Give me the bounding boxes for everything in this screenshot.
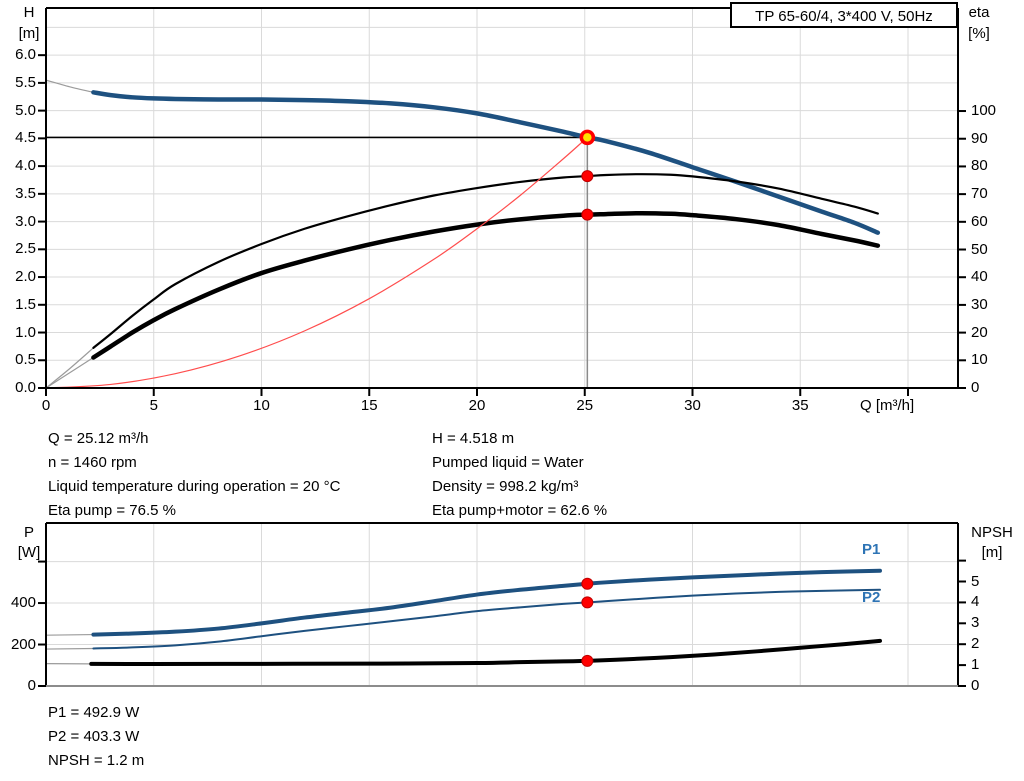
duty-point-marker [579, 129, 596, 146]
left-axis-tick-label: 3.5 [15, 184, 36, 202]
right-axis-tick-label: 10 [971, 351, 988, 369]
duty-info-right-line: Density = 998.2 kg/m³ [432, 478, 579, 495]
duty-dot-marker [581, 596, 594, 609]
duty-info-right-line: Pumped liquid = Water [432, 454, 584, 471]
eta-axis-unit: [%] [968, 25, 990, 42]
left-axis-tick-label: 5.0 [15, 101, 36, 119]
x-axis-tick-label: 15 [360, 397, 378, 414]
duty-info-left-line: Liquid temperature during operation = 20… [48, 478, 341, 495]
right-axis-tick-label: 20 [971, 323, 988, 341]
right-axis-tick-label: 4 [971, 593, 980, 611]
x-axis-tick-label: 0 [41, 397, 51, 414]
curve-p2 [92, 588, 881, 650]
right-axis-tick-label: 70 [971, 185, 988, 203]
p2-curve-label: P2 [862, 589, 881, 606]
q-axis-label: Q [m³/h] [860, 397, 915, 414]
duty-dot-marker [581, 654, 594, 667]
curve-system-curve [45, 136, 588, 389]
duty-info-left-line: Q = 25.12 m³/h [48, 430, 149, 447]
x-axis-tick-label: 5 [149, 397, 158, 414]
p-axis-unit: [W] [17, 544, 41, 561]
right-axis-tick-label: 1 [971, 656, 980, 674]
right-axis-tick-label: 60 [971, 212, 988, 230]
curve-p2-lead [45, 647, 95, 650]
power-info-line: P1 = 492.9 W [48, 704, 140, 721]
power-info-line: P2 = 403.3 W [48, 728, 140, 745]
p-axis-title: P [23, 524, 34, 541]
right-axis-tick-label: 3 [971, 614, 980, 632]
left-axis-tick-label: 400 [10, 594, 36, 612]
duty-dot-marker [581, 170, 594, 183]
duty-info-left-line: Eta pump = 76.5 % [48, 502, 176, 519]
left-axis-tick-label: 3.0 [15, 212, 36, 230]
npsh-axis-title: NPSH [971, 524, 1013, 541]
h-axis-title: H [23, 4, 35, 21]
right-axis-tick-label: 5 [971, 572, 980, 590]
curve-h-curve-lead [45, 79, 95, 93]
curve-eta-pump-lead [45, 347, 95, 389]
x-axis-tick-label: 10 [253, 397, 270, 414]
left-axis-tick-label: 0.0 [15, 379, 36, 396]
left-axis-tick-label: 4.0 [15, 157, 36, 175]
x-axis-tick-label: 20 [468, 397, 486, 414]
npsh-axis-unit: [m] [981, 544, 1003, 561]
right-axis-tick-label: 0 [971, 677, 980, 694]
right-axis-tick-label: 30 [971, 295, 988, 313]
x-axis-tick-label: 25 [576, 397, 594, 414]
power-info-line: NPSH = 1.2 m [48, 752, 145, 769]
x-axis-tick-label: 35 [791, 397, 809, 414]
curve-eta-pump-motor-lead [45, 356, 95, 389]
curve-p1-lead [45, 633, 95, 636]
eta-axis-title: eta [968, 4, 990, 21]
right-axis-tick-label: 100 [971, 102, 997, 120]
left-axis-tick-label: 200 [10, 635, 36, 653]
h-axis-unit: [m] [18, 25, 40, 42]
left-axis-tick-label: 1.0 [15, 323, 36, 341]
left-axis-tick-label: 0.5 [15, 351, 36, 369]
left-axis-tick-label: 5.5 [15, 73, 36, 91]
x-axis-tick-label: 30 [684, 397, 701, 414]
right-axis-tick-label: 2 [971, 635, 980, 653]
right-axis-tick-label: 50 [971, 240, 988, 258]
pump-title-box: TP 65-60/4, 3*400 V, 50Hz [730, 2, 958, 28]
curve-h-curve [91, 90, 881, 235]
duty-info-right-line: H = 4.518 m [432, 430, 515, 447]
left-axis-tick-label: 6.0 [15, 46, 36, 64]
left-axis-tick-label: 2.5 [15, 240, 36, 258]
curve-eta-pump [92, 173, 879, 349]
curve-p1 [91, 568, 882, 637]
right-axis-tick-label: 40 [971, 268, 988, 286]
duty-info-right-line: Eta pump+motor = 62.6 % [432, 502, 608, 519]
curve-npsh [89, 638, 882, 667]
left-axis-tick-label: 1.5 [15, 295, 36, 313]
right-axis-tick-label: 80 [971, 157, 988, 175]
left-axis-tick-label: 0 [27, 677, 36, 694]
duty-dot-marker [581, 208, 594, 221]
left-axis-tick-label: 4.5 [15, 129, 36, 147]
right-axis-tick-label: 0 [971, 379, 980, 396]
duty-info-left-line: n = 1460 rpm [48, 454, 137, 471]
right-axis-tick-label: 90 [971, 129, 988, 147]
duty-dot-marker [581, 577, 594, 590]
left-axis-tick-label: 2.0 [15, 268, 36, 286]
curve-eta-pump-motor [91, 210, 881, 360]
p1-curve-label: P1 [862, 541, 881, 558]
